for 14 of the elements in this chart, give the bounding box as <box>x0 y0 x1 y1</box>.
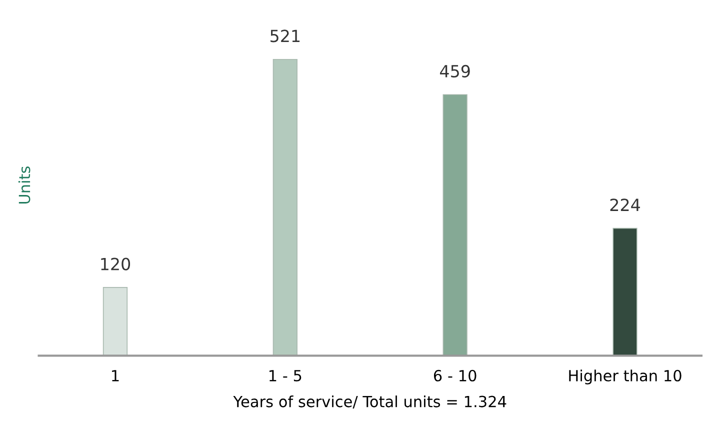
data-label: 521 <box>270 30 300 42</box>
x-axis-title: Years of service/ Total units = 1.324 <box>233 395 506 409</box>
bar <box>272 58 298 356</box>
data-label: 120 <box>101 258 130 270</box>
x-tick-label: Higher than 10 <box>569 370 682 384</box>
data-label: 459 <box>440 64 470 78</box>
bar <box>102 287 128 356</box>
y-axis-title: Units <box>18 166 30 204</box>
x-tick-label: 1 - 5 <box>270 370 302 382</box>
bar <box>442 94 468 356</box>
x-tick-label: 1 <box>112 370 119 382</box>
data-label: 224 <box>610 198 640 211</box>
bar <box>612 228 638 356</box>
x-tick-label: 6 - 10 <box>434 370 476 382</box>
